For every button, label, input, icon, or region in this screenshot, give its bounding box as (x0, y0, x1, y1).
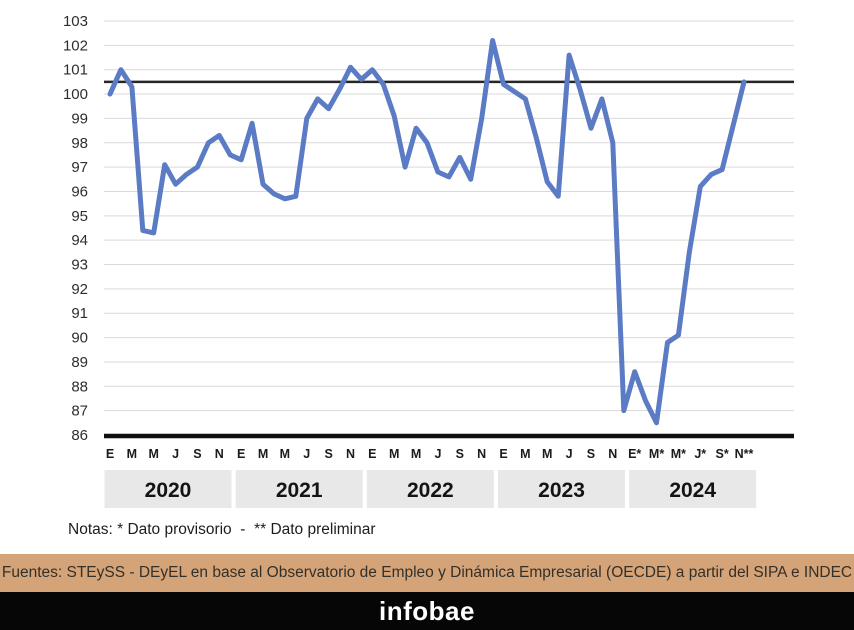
x-tick-label: N (608, 447, 617, 461)
y-tick-label: 86 (71, 427, 88, 444)
y-tick-label: 97 (71, 159, 88, 176)
x-tick-label: N** (735, 447, 754, 461)
y-tick-label: 93 (71, 257, 88, 274)
x-tick-label: N (346, 447, 355, 461)
x-tick-label: S* (716, 447, 729, 461)
x-tick-label: M* (649, 447, 664, 461)
year-box (104, 470, 232, 508)
y-tick-label: 89 (71, 354, 88, 371)
source-bar: Fuentes: STEySS - DEyEL en base al Obser… (0, 554, 854, 592)
x-tick-label: M (411, 447, 421, 461)
x-tick-label: E (368, 447, 376, 461)
x-tick-label: S (193, 447, 201, 461)
y-tick-label: 103 (63, 13, 88, 30)
x-tick-label: M* (671, 447, 686, 461)
year-box (235, 470, 363, 508)
y-tick-label: 91 (71, 305, 88, 322)
year-box (366, 470, 494, 508)
x-tick-label: N (215, 447, 224, 461)
x-tick-label: E* (628, 447, 641, 461)
x-tick-label: M (258, 447, 268, 461)
x-tick-label: S (324, 447, 332, 461)
x-tick-label: J (303, 447, 310, 461)
chart-svg: 103 102 101 100 99 98 97 96 95 94 93 92 91 90 89 88 87 86… (63, 13, 794, 508)
year-boxes: 2020 2021 2022 2023 2024 (104, 470, 757, 508)
chart-notes: Notas: * Dato provisorio - ** Dato preli… (68, 521, 376, 538)
year-box (629, 470, 757, 508)
y-tick-label: 96 (71, 183, 88, 200)
x-tick-label: M (520, 447, 530, 461)
x-tick-label: E (237, 447, 245, 461)
source-text: Fuentes: STEySS - DEyEL en base al Obser… (1, 564, 853, 581)
y-tick-label: 101 (63, 62, 88, 79)
year-box (498, 470, 626, 508)
x-tick-label: E (499, 447, 507, 461)
x-tick-label: E (106, 447, 114, 461)
x-tick-label: J (434, 447, 441, 461)
infobae-logo: infobae (379, 595, 475, 626)
year-label: 2024 (669, 479, 716, 502)
x-tick-labels: E M M J S N E M M J S N E M M J S N E M M J S N E* M* M* J* S* N** (106, 447, 754, 461)
x-tick-label: J (566, 447, 573, 461)
x-tick-label: M (542, 447, 552, 461)
x-tick-label: M (389, 447, 399, 461)
x-tick-label: N (477, 447, 486, 461)
y-axis-labels: 103 102 101 100 99 98 97 96 95 94 93 92 91 90 89 88 87 86 (63, 13, 88, 444)
year-label: 2023 (538, 479, 585, 502)
y-tick-label: 94 (71, 232, 88, 249)
year-label: 2020 (145, 479, 192, 502)
x-tick-label: M (127, 447, 137, 461)
y-tick-label: 98 (71, 135, 88, 152)
index-series-line (107, 38, 747, 426)
y-tick-label: 99 (71, 110, 88, 127)
x-tick-label: J (172, 447, 179, 461)
y-tick-label: 90 (71, 330, 88, 347)
y-tick-label: 102 (63, 37, 88, 54)
y-tick-label: 88 (71, 378, 88, 395)
y-tick-label: 100 (63, 86, 88, 103)
x-tick-label: M (149, 447, 159, 461)
y-tick-label: 95 (71, 208, 88, 225)
year-label: 2022 (407, 479, 454, 502)
footer-bar: infobae (0, 592, 854, 630)
year-label: 2021 (276, 479, 323, 502)
x-tick-label: J* (694, 447, 706, 461)
employment-index-line-chart: 103 102 101 100 99 98 97 96 95 94 93 92 91 90 89 88 87 86… (63, 13, 794, 508)
y-tick-label: 87 (71, 403, 88, 420)
y-tick-label: 92 (71, 281, 88, 298)
x-tick-label: M (280, 447, 290, 461)
x-tick-label: S (456, 447, 464, 461)
x-tick-label: S (587, 447, 595, 461)
